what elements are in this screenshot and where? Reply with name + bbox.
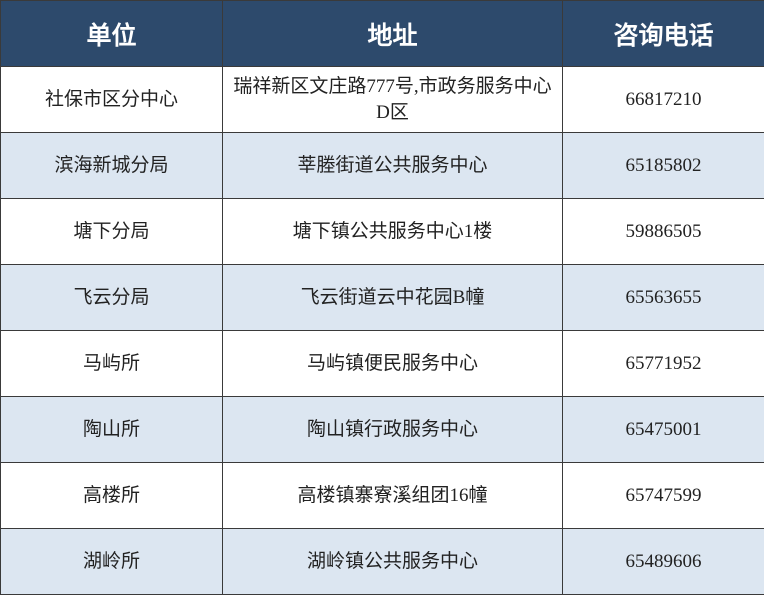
address-cell: 瑞祥新区文庄路777号,市政务服务中心D区	[222, 66, 563, 133]
table-row: 高楼所 高楼镇寨寮溪组团16幢 65747599	[0, 462, 764, 529]
table-row: 塘下分局 塘下镇公共服务中心1楼 59886505	[0, 198, 764, 265]
address-cell: 高楼镇寨寮溪组团16幢	[222, 462, 563, 529]
header-cell: 单位	[0, 0, 223, 67]
table-body: 社保市区分中心 瑞祥新区文庄路777号,市政务服务中心D区 66817210 滨海新城…	[0, 66, 764, 595]
unit-cell: 滨海新城分局	[0, 132, 223, 199]
unit-cell: 马屿所	[0, 330, 223, 397]
table-row: 社保市区分中心 瑞祥新区文庄路777号,市政务服务中心D区 66817210	[0, 66, 764, 133]
address-cell: 飞云街道云中花园B幢	[222, 264, 563, 331]
unit-cell: 社保市区分中心	[0, 66, 223, 133]
address-cell: 陶山镇行政服务中心	[222, 396, 563, 463]
phone-cell: 65771952	[562, 330, 764, 397]
unit-cell: 飞云分局	[0, 264, 223, 331]
address-cell: 湖岭镇公共服务中心	[222, 528, 563, 595]
table-row: 马屿所 马屿镇便民服务中心 65771952	[0, 330, 764, 397]
header-cell: 咨询电话	[562, 0, 764, 67]
phone-cell: 66817210	[562, 66, 764, 133]
unit-cell: 陶山所	[0, 396, 223, 463]
table-row: 滨海新城分局 莘塍街道公共服务中心 65185802	[0, 132, 764, 199]
address-cell: 马屿镇便民服务中心	[222, 330, 563, 397]
table-row: 陶山所 陶山镇行政服务中心 65475001	[0, 396, 764, 463]
header-row: 单位 地址 咨询电话	[0, 0, 764, 67]
table-row: 湖岭所 湖岭镇公共服务中心 65489606	[0, 528, 764, 595]
unit-cell: 湖岭所	[0, 528, 223, 595]
table-row: 飞云分局 飞云街道云中花园B幢 65563655	[0, 264, 764, 331]
phone-cell: 65747599	[562, 462, 764, 529]
phone-cell: 65489606	[562, 528, 764, 595]
phone-cell: 65475001	[562, 396, 764, 463]
phone-cell: 65563655	[562, 264, 764, 331]
phone-cell: 65185802	[562, 132, 764, 199]
header-cell: 地址	[222, 0, 563, 67]
address-cell: 莘塍街道公共服务中心	[222, 132, 563, 199]
unit-cell: 塘下分局	[0, 198, 223, 265]
address-cell: 塘下镇公共服务中心1楼	[222, 198, 563, 265]
unit-cell: 高楼所	[0, 462, 223, 529]
phone-cell: 59886505	[562, 198, 764, 265]
